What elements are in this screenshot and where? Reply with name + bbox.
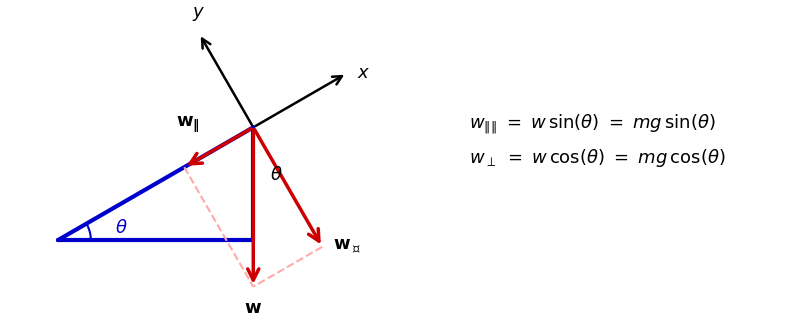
Text: $\theta$: $\theta$: [116, 219, 128, 237]
Text: $w_{\perp}$ $=$ $w\,\cos(\theta)$ $=$ $mg\,\cos(\theta)$: $w_{\perp}$ $=$ $w\,\cos(\theta)$ $=$ $m…: [469, 147, 725, 169]
Text: $w_{\|\|}$ $=$ $w\,\sin(\theta)$ $=$ $mg\,\sin(\theta)$: $w_{\|\|}$ $=$ $w\,\sin(\theta)$ $=$ $mg…: [469, 113, 716, 136]
Text: $x$: $x$: [357, 64, 370, 82]
Text: $\theta$: $\theta$: [271, 166, 282, 184]
Text: $\mathbf{w}_{\boldsymbol{\|}}$: $\mathbf{w}_{\boldsymbol{\|}}$: [176, 115, 200, 135]
Text: $\mathbf{w}$: $\mathbf{w}$: [244, 299, 263, 317]
Text: $\mathbf{w}_{\boldsymbol{\perp}}$: $\mathbf{w}_{\boldsymbol{\perp}}$: [333, 238, 361, 256]
Text: $y$: $y$: [192, 5, 205, 23]
